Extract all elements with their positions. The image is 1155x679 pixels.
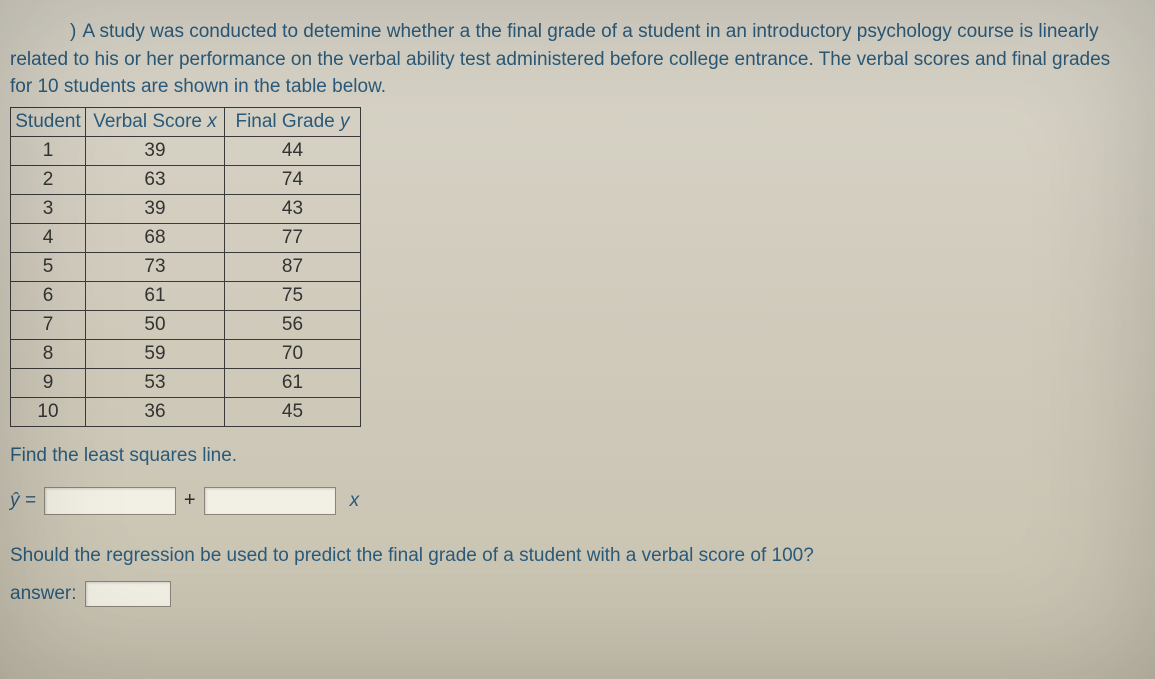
cell-x: 68 [86, 223, 225, 252]
table-row: 26374 [11, 165, 361, 194]
cell-student: 6 [11, 281, 86, 310]
table-row: 33943 [11, 194, 361, 223]
slope-input[interactable] [204, 487, 336, 515]
cell-student: 3 [11, 194, 86, 223]
cell-y: 45 [225, 397, 361, 426]
cell-student: 2 [11, 165, 86, 194]
answer-row: answer: [10, 581, 1137, 607]
cell-student: 4 [11, 223, 86, 252]
cell-y: 61 [225, 368, 361, 397]
cell-x: 36 [86, 397, 225, 426]
table-row: 46877 [11, 223, 361, 252]
col-header-y-pre: Final Grade [235, 111, 340, 132]
cell-student: 1 [11, 136, 86, 165]
problem-statement: ) A study was conducted to detemine whet… [10, 18, 1137, 101]
col-header-student: Student [11, 107, 86, 136]
prompt-find-lsq: Find the least squares line. [10, 445, 1137, 467]
cell-student: 7 [11, 310, 86, 339]
cell-y: 74 [225, 165, 361, 194]
table-row: 103645 [11, 397, 361, 426]
cell-x: 63 [86, 165, 225, 194]
problem-leading-paren: ) [70, 21, 76, 42]
table-row: 75056 [11, 310, 361, 339]
cell-x: 39 [86, 136, 225, 165]
yhat-label: ŷ = [10, 490, 36, 512]
table-row: 95361 [11, 368, 361, 397]
cell-y: 44 [225, 136, 361, 165]
cell-student: 10 [11, 397, 86, 426]
table-body: 13944 26374 33943 46877 57387 66175 7505… [11, 136, 361, 426]
problem-line-2: related to his or her performance on the… [10, 49, 1110, 70]
intercept-input[interactable] [44, 487, 176, 515]
cell-x: 39 [86, 194, 225, 223]
cell-student: 9 [11, 368, 86, 397]
plus-sign: + [184, 489, 196, 512]
col-header-final-grade: Final Grade y [225, 107, 361, 136]
problem-line-3: for 10 students are shown in the table b… [10, 76, 386, 97]
answer-input[interactable] [85, 581, 171, 607]
cell-x: 73 [86, 252, 225, 281]
cell-y: 70 [225, 339, 361, 368]
table-row: 85970 [11, 339, 361, 368]
cell-student: 5 [11, 252, 86, 281]
cell-y: 43 [225, 194, 361, 223]
cell-y: 77 [225, 223, 361, 252]
table-header-row: Student Verbal Score x Final Grade y [11, 107, 361, 136]
col-header-verbal-score: Verbal Score x [86, 107, 225, 136]
cell-y: 56 [225, 310, 361, 339]
problem-line-1: A study was conducted to detemine whethe… [78, 21, 1098, 42]
cell-y: 87 [225, 252, 361, 281]
data-table: Student Verbal Score x Final Grade y 139… [10, 107, 361, 427]
col-header-x-var: x [207, 111, 217, 132]
cell-x: 53 [86, 368, 225, 397]
col-header-y-var: y [340, 111, 350, 132]
table-row: 57387 [11, 252, 361, 281]
cell-student: 8 [11, 339, 86, 368]
answer-label: answer: [10, 583, 77, 605]
col-header-x-pre: Verbal Score [93, 111, 207, 132]
cell-y: 75 [225, 281, 361, 310]
cell-x: 50 [86, 310, 225, 339]
equation-row: ŷ = + x [10, 487, 1137, 515]
cell-x: 61 [86, 281, 225, 310]
table-row: 66175 [11, 281, 361, 310]
x-variable: x [350, 490, 360, 512]
cell-x: 59 [86, 339, 225, 368]
prompt-extrapolation: Should the regression be used to predict… [10, 545, 1137, 567]
table-row: 13944 [11, 136, 361, 165]
